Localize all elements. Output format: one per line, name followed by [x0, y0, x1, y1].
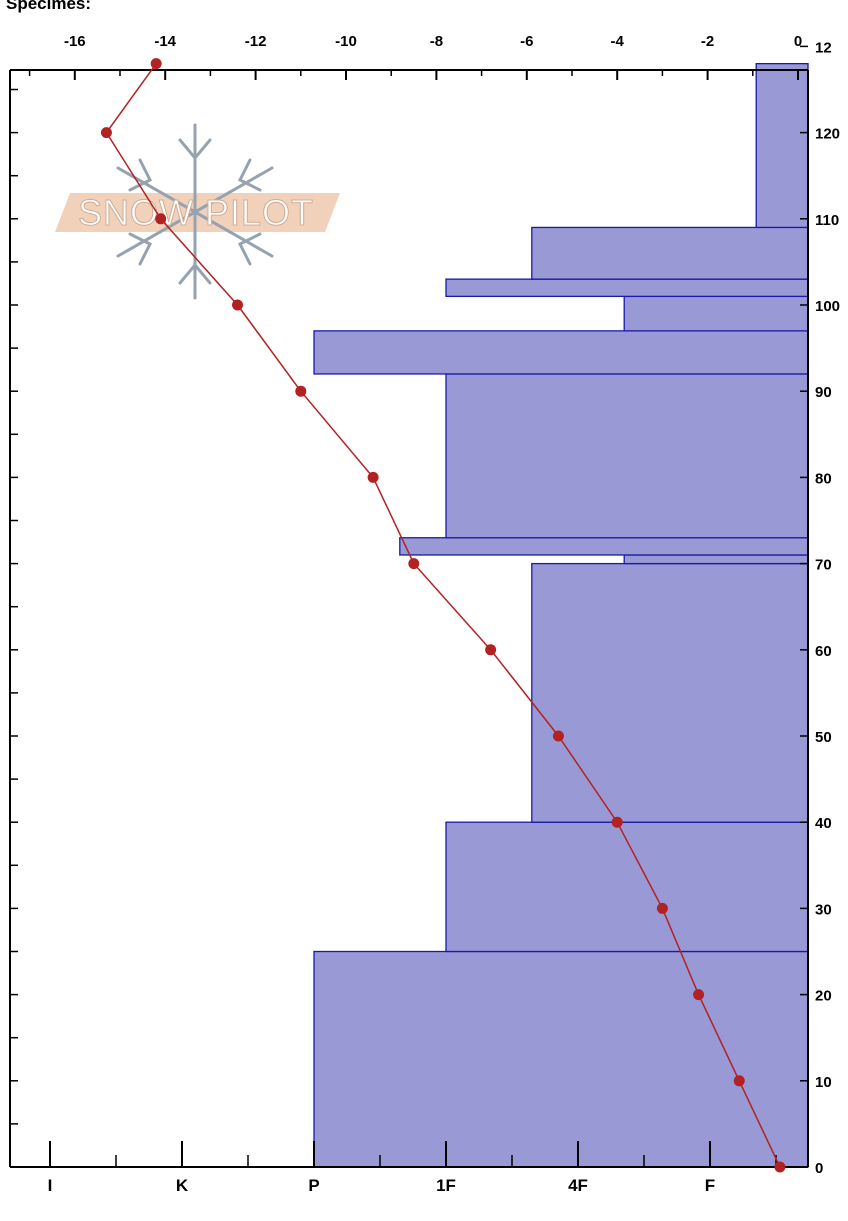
temperature-tick-label: 0 [794, 33, 802, 50]
depth-tick-label: 40 [815, 815, 832, 832]
depth-tick-label: 50 [815, 729, 832, 746]
temperature-line [105, 63, 781, 1168]
hardness-tick-label: F [705, 1176, 715, 1195]
temperature-point [656, 902, 668, 914]
hardness-layer-bar [445, 821, 809, 953]
temperature-tick-label: -6 [520, 33, 533, 50]
temperature-point [693, 989, 705, 1001]
temperature-tick-label: -10 [335, 33, 357, 50]
hardness-layer-bar [313, 330, 809, 375]
depth-tick-label: 30 [815, 901, 832, 918]
depth-tick-label: 70 [815, 557, 832, 574]
temperature-tick-label: -2 [701, 33, 714, 50]
temperature-profile [100, 58, 786, 1173]
hardness-layer-bar [445, 278, 809, 298]
temperature-tick-label: -8 [430, 33, 443, 50]
snowflake-icon [116, 123, 274, 300]
temperature-axis: -16 -14 -12 -10 -8 -6 -4 -2 0 [28, 33, 802, 80]
left-tick-marks [10, 88, 18, 1168]
hardness-tick-label: K [176, 1176, 189, 1195]
hardness-tick-label: 1F [436, 1176, 456, 1195]
hardness-layer-bar [313, 950, 809, 1168]
temperature-point [155, 213, 167, 225]
temperature-tick-label: -14 [154, 33, 176, 50]
temperature-tick-label: -4 [611, 33, 625, 50]
temperature-point [295, 385, 307, 397]
temperature-point [611, 816, 623, 828]
depth-axis: 0 10 20 30 40 50 60 70 80 90 100 110 120 12 [800, 39, 840, 1177]
temperature-point [367, 471, 379, 483]
temperature-point [150, 58, 162, 70]
temperature-tick-label: -12 [245, 33, 267, 50]
plot-frame [9, 69, 809, 1168]
depth-tick-label: 100 [815, 298, 840, 315]
depth-tick-label: 110 [815, 212, 839, 229]
depth-tick-label: 80 [815, 470, 832, 487]
depth-tick-label: 20 [815, 988, 832, 1005]
depth-tick-label: 0 [815, 1160, 823, 1177]
depth-tick-label: 120 [815, 126, 840, 143]
hardness-layer-bar [399, 537, 809, 556]
snow-pilot-watermark: SNOW PILOT [55, 123, 340, 300]
depth-tick-label: 60 [815, 643, 832, 660]
hardness-layer-bar [531, 226, 809, 280]
temperature-point [232, 299, 244, 311]
temperature-point [552, 730, 564, 742]
temperature-tick-label: -16 [64, 33, 86, 50]
hardness-tick-label: P [308, 1176, 319, 1195]
temperature-point [100, 127, 112, 139]
temperature-point [485, 644, 497, 656]
depth-tick-label: 10 [815, 1074, 832, 1091]
hardness-layer-bar [755, 62, 809, 229]
hardness-layer-bar [531, 562, 809, 823]
temperature-point [408, 558, 420, 570]
hardness-axis: I K P 1F 4F F [48, 1141, 777, 1195]
temperature-point [774, 1161, 786, 1173]
temperature-point [733, 1075, 745, 1087]
hardness-tick-label: I [48, 1176, 53, 1195]
hardness-layer-bar [445, 373, 809, 539]
watermark-text: SNOW PILOT [78, 192, 314, 233]
hardness-layer-bar [623, 295, 809, 332]
hardness-layer-bar [623, 554, 809, 565]
specimens-label: Specimes: [6, 0, 92, 13]
hardness-layers [313, 62, 809, 1168]
depth-tick-label: 90 [815, 384, 832, 401]
depth-tick-label: 12 [815, 39, 832, 56]
hardness-tick-label: 4F [568, 1176, 588, 1195]
